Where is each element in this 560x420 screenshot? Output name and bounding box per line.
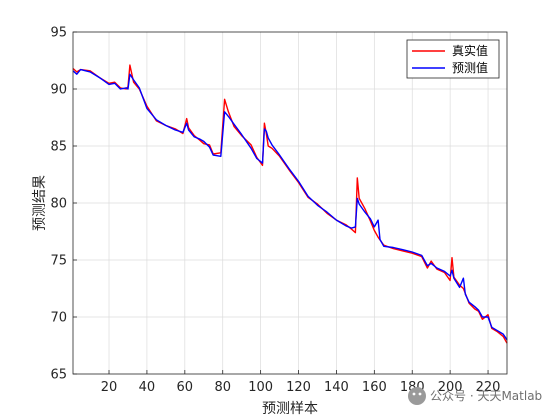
x-axis-title: 预测样本 (262, 401, 318, 417)
legend: 真实值 预测值 (406, 39, 500, 79)
y-tick-label: 65 (50, 368, 67, 383)
wechat-icon-eye-left (412, 392, 416, 396)
wechat-icon-eye-right (418, 392, 422, 396)
y-axis: 65 70 75 80 85 90 95 (50, 26, 77, 383)
series-lines (72, 64, 508, 344)
legend-label-true-value: 真实值 (452, 43, 488, 58)
y-tick-label: 70 (50, 311, 67, 326)
x-tick-label: 60 (177, 380, 194, 395)
x-tick-label: 140 (324, 380, 349, 395)
watermark: 公众号 · 天天Matlab (408, 387, 542, 405)
y-tick-label: 90 (50, 83, 67, 98)
wechat-icon (408, 387, 426, 405)
y-tick-label: 95 (50, 26, 67, 41)
y-tick-label: 80 (50, 197, 67, 212)
x-tick-label: 220 (476, 380, 501, 395)
x-tick-label: 100 (248, 380, 273, 395)
x-tick-label: 160 (362, 380, 387, 395)
x-axis: 20 40 60 80 100 120 140 160 180 200 220 (101, 370, 501, 395)
legend-label-predicted-value: 预测值 (452, 60, 488, 75)
watermark-text: 公众号 · 天天Matlab (430, 389, 542, 403)
x-tick-label: 20 (101, 380, 118, 395)
grid-lines (73, 32, 507, 374)
series-line-predicted-value (72, 68, 508, 341)
x-tick-label: 200 (438, 380, 463, 395)
y-axis-title: 预测结果 (32, 175, 48, 231)
x-tick-label: 80 (214, 380, 231, 395)
y-tick-label: 85 (50, 140, 67, 155)
y-tick-label: 75 (50, 254, 67, 269)
x-tick-label: 120 (286, 380, 311, 395)
x-tick-label: 40 (139, 380, 156, 395)
legend-box (406, 39, 500, 79)
